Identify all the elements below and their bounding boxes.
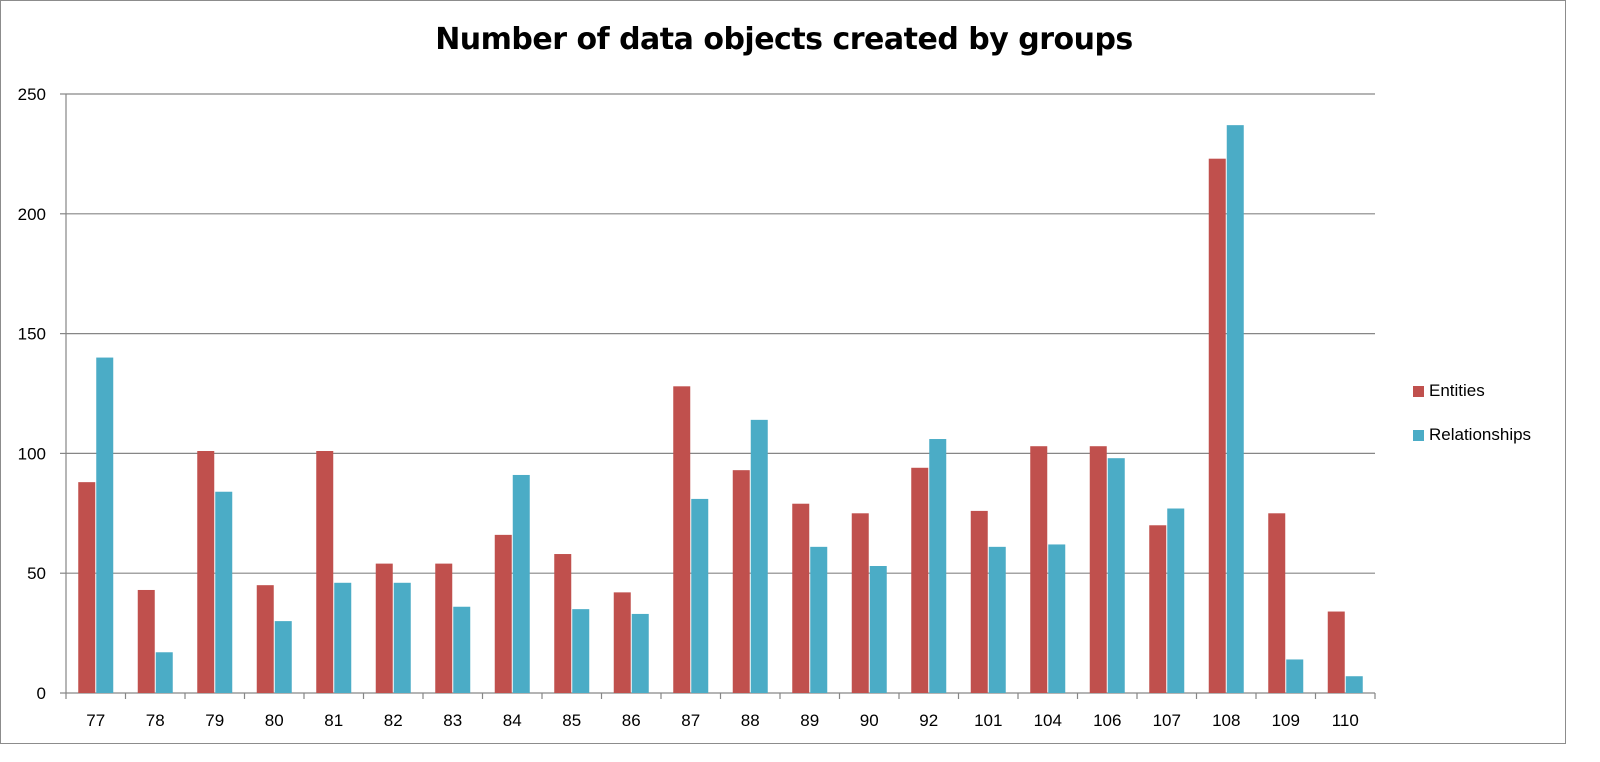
bar-relationships-85 (572, 609, 590, 693)
x-tick-label: 87 (681, 711, 700, 730)
y-tick-label: 250 (18, 85, 46, 104)
x-tick-label: 90 (860, 711, 879, 730)
x-tick-label: 80 (265, 711, 284, 730)
bar-entities-80 (256, 585, 274, 693)
x-tick-label: 84 (503, 711, 522, 730)
bar-relationships-77 (96, 357, 114, 693)
bar-entities-101 (970, 510, 988, 693)
x-tick-label: 79 (205, 711, 224, 730)
bar-relationships-80 (274, 621, 292, 693)
bar-entities-90 (851, 513, 869, 693)
x-tick-label: 108 (1212, 711, 1240, 730)
x-tick-label: 78 (146, 711, 165, 730)
bar-relationships-81 (334, 582, 352, 693)
bar-relationships-110 (1345, 676, 1363, 693)
bar-relationships-86 (631, 613, 649, 693)
bar-entities-89 (792, 503, 810, 693)
y-tick-label: 100 (18, 444, 46, 463)
bar-relationships-84 (512, 474, 530, 693)
bar-relationships-78 (155, 652, 173, 693)
bar-entities-84 (494, 534, 512, 693)
x-tick-label: 110 (1332, 711, 1359, 730)
x-tick-label: 92 (919, 711, 938, 730)
x-tick-label: 85 (562, 711, 581, 730)
x-tick-label: 82 (384, 711, 403, 730)
bar-entities-104 (1030, 446, 1048, 693)
bar-entities-85 (554, 554, 572, 693)
x-tick-label: 89 (800, 711, 819, 730)
y-tick-label: 50 (27, 564, 46, 583)
x-tick-label: 107 (1153, 711, 1181, 730)
bar-entities-109 (1268, 513, 1286, 693)
bar-relationships-79 (215, 491, 233, 693)
bar-entities-107 (1149, 525, 1167, 693)
x-tick-label: 88 (741, 711, 760, 730)
x-tick-label: 81 (324, 711, 343, 730)
bar-relationships-106 (1107, 458, 1125, 693)
bar-entities-81 (316, 451, 334, 693)
bar-entities-83 (435, 563, 453, 693)
x-tick-label: 104 (1034, 711, 1062, 730)
chart-title: Number of data objects created by groups (435, 22, 1133, 57)
legend: Entities Relationships (1413, 380, 1531, 468)
bar-relationships-92 (929, 439, 947, 693)
bar-relationships-89 (810, 546, 828, 693)
y-tick-label: 150 (18, 325, 46, 344)
bar-relationships-101 (988, 546, 1006, 693)
x-tick-label: 101 (974, 711, 1002, 730)
bar-relationships-88 (750, 419, 768, 693)
bar-relationships-109 (1286, 659, 1304, 693)
legend-swatch-relationships (1413, 429, 1424, 441)
x-tick-label: 86 (622, 711, 641, 730)
bar-relationships-82 (393, 582, 411, 693)
legend-swatch-entities (1413, 385, 1424, 397)
bar-entities-78 (137, 589, 155, 693)
bar-entities-108 (1208, 158, 1226, 693)
bar-entities-86 (613, 592, 631, 693)
bar-entities-92 (911, 467, 929, 693)
bar-entities-79 (197, 451, 215, 693)
legend-item-relationships: Relationships (1413, 424, 1531, 446)
bar-entities-106 (1089, 446, 1107, 693)
x-tick-label: 106 (1093, 711, 1121, 730)
bar-relationships-83 (453, 606, 471, 693)
bar-relationships-104 (1048, 544, 1066, 693)
bar-relationships-87 (691, 498, 709, 693)
x-tick-label: 77 (86, 711, 105, 730)
y-tick-label: 200 (18, 205, 46, 224)
bar-entities-87 (673, 386, 691, 693)
bar-entities-77 (78, 482, 96, 693)
bar-relationships-107 (1167, 508, 1185, 693)
bar-relationships-90 (869, 566, 887, 693)
legend-label-relationships: Relationships (1429, 425, 1532, 444)
y-tick-label: 0 (37, 684, 46, 703)
legend-label-entities: Entities (1429, 381, 1485, 400)
bar-relationships-108 (1226, 125, 1244, 693)
bar-entities-82 (375, 563, 393, 693)
bar-entities-88 (732, 470, 750, 693)
x-tick-label: 83 (443, 711, 462, 730)
x-tick-label: 109 (1272, 711, 1300, 730)
bar-entities-110 (1327, 611, 1345, 693)
legend-item-entities: Entities (1413, 380, 1531, 402)
